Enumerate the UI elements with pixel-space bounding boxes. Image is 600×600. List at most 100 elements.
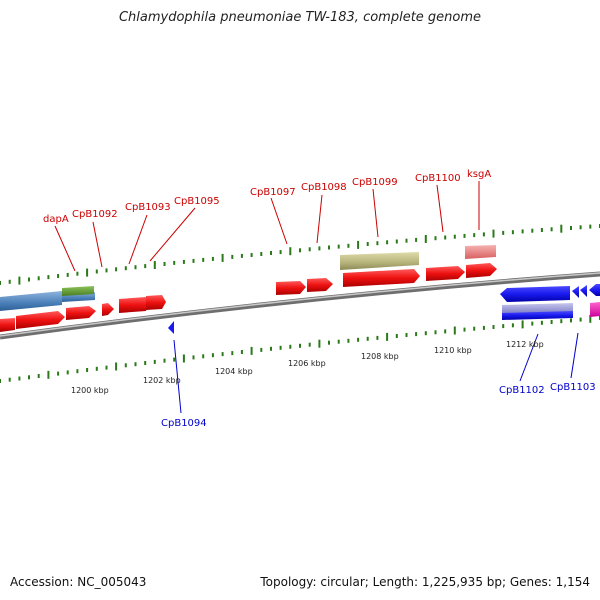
bottom-row-minor-tick — [270, 346, 272, 351]
top-row-minor-tick — [95, 269, 98, 274]
bottom-row-minor-tick — [357, 337, 360, 342]
genome-backbone-highlight — [0, 272, 600, 337]
gene-label-cpb1099: CpB1099 — [352, 177, 398, 188]
bottom-row-minor-tick — [0, 379, 1, 383]
bottom-row-major-tick — [250, 346, 253, 355]
scale-label-1204: 1204 kbp — [215, 367, 253, 376]
top-row-major-tick — [357, 240, 360, 249]
top-row-minor-tick — [279, 250, 282, 255]
bottom-row-minor-tick — [550, 320, 553, 324]
top-row-minor-tick — [415, 237, 418, 242]
bottom-row-major-tick — [386, 332, 389, 341]
bottom-row-minor-tick — [482, 325, 485, 330]
bottom-row-minor-tick — [134, 362, 137, 367]
gene-feature-lavender — [502, 303, 573, 314]
bottom-row-major-tick — [589, 314, 592, 323]
bottom-row-minor-tick — [57, 371, 60, 376]
bottom-row-minor-tick — [202, 354, 205, 359]
callout-line-cpb1102 — [519, 333, 539, 382]
top-row-major-tick — [424, 235, 427, 243]
scale-label-1212: 1212 kbp — [506, 340, 544, 349]
top-row-minor-tick — [8, 279, 11, 284]
bottom-row-minor-tick — [37, 374, 40, 378]
gene-label-cpb1095: CpB1095 — [174, 196, 220, 207]
top-row-minor-tick — [163, 262, 166, 266]
bottom-row-minor-tick — [299, 343, 301, 348]
gene-feature-green — [62, 286, 94, 296]
top-row-minor-tick — [240, 253, 243, 258]
bottom-row-minor-tick — [531, 321, 534, 326]
reverse-strand-features — [0, 284, 600, 334]
top-row-minor-tick — [376, 241, 379, 246]
gene-feature-red-3 — [66, 306, 96, 320]
gene-label-dapa: dapA — [43, 214, 69, 225]
gene-labels-bottom: CpB1094 CpB1102 CpB1103 — [161, 382, 596, 429]
bottom-row-minor-tick — [28, 375, 30, 380]
gene-label-cpb1093: CpB1093 — [125, 202, 171, 213]
bottom-row-minor-tick — [328, 340, 330, 345]
map-title: Chlamydophila pneumoniae TW-183, complet… — [118, 10, 482, 25]
top-row-minor-tick — [0, 281, 1, 285]
bottom-row-minor-tick — [289, 344, 292, 349]
top-row-minor-tick — [105, 268, 108, 273]
gene-feature-blue-small-3 — [589, 284, 600, 296]
gene-label-cpb1097: CpB1097 — [250, 187, 296, 198]
bottom-row-minor-tick — [415, 332, 418, 337]
bottom-row-minor-tick — [444, 329, 447, 334]
bottom-row-minor-tick — [153, 359, 156, 364]
top-row-minor-tick — [347, 243, 350, 248]
bottom-row-major-tick — [47, 370, 50, 379]
top-row-minor-tick — [482, 232, 485, 237]
bottom-row-minor-tick — [211, 353, 214, 358]
top-row-major-tick — [153, 261, 156, 269]
callout-line-cpb1094 — [173, 339, 182, 414]
top-row-minor-tick — [57, 274, 60, 278]
bottom-row-major-tick — [115, 362, 118, 371]
forward-strand-features — [0, 245, 497, 313]
callout-lines-bottom — [173, 332, 579, 414]
gene-feature-ksga — [466, 263, 497, 278]
top-row-major-tick — [18, 276, 21, 285]
tick-row-bottom — [0, 314, 600, 383]
gene-feature-red-4 — [102, 303, 114, 316]
top-row-minor-tick — [202, 257, 205, 262]
bottom-row-minor-tick — [405, 333, 408, 337]
bottom-row-minor-tick — [95, 366, 98, 371]
bottom-row-minor-tick — [473, 326, 476, 331]
top-row-minor-tick — [66, 272, 69, 277]
top-row-minor-tick — [453, 234, 456, 239]
top-row-minor-tick — [134, 265, 137, 270]
bottom-row-minor-tick — [124, 363, 127, 368]
gene-feature-cpb1093 — [119, 297, 148, 313]
genome-backbone — [0, 271, 600, 340]
bottom-row-minor-tick — [279, 345, 282, 350]
bottom-row-minor-tick — [492, 325, 495, 329]
top-row-major-tick — [560, 224, 563, 233]
callout-line-cpb1092 — [92, 221, 103, 268]
top-row-minor-tick — [76, 271, 79, 276]
top-row-minor-tick — [308, 247, 311, 252]
tick-row-top — [0, 224, 600, 285]
top-row-minor-tick — [395, 239, 398, 244]
top-row-minor-tick — [463, 233, 466, 238]
bottom-row-minor-tick — [144, 361, 147, 365]
top-row-major-tick — [492, 229, 495, 238]
bottom-row-minor-tick — [192, 355, 195, 360]
gene-feature-steel-1 — [0, 291, 62, 311]
top-row-minor-tick — [434, 236, 437, 241]
top-row-minor-tick — [589, 224, 592, 229]
top-row-minor-tick — [182, 259, 185, 264]
top-row-major-tick — [289, 247, 292, 256]
gene-feature-cpb1097 — [276, 281, 306, 295]
top-row-minor-tick — [37, 276, 40, 281]
callout-line-cpb1093 — [128, 214, 148, 265]
bottom-row-minor-tick — [463, 327, 466, 332]
top-row-minor-tick — [270, 251, 272, 255]
gene-label-cpb1094: CpB1094 — [161, 418, 207, 429]
bottom-row-minor-tick — [366, 336, 369, 341]
bottom-row-minor-tick — [395, 334, 398, 338]
bottom-row-minor-tick — [173, 357, 176, 362]
top-row-minor-tick — [570, 226, 572, 230]
top-row-minor-tick — [521, 229, 524, 234]
callout-line-dapa — [54, 225, 76, 272]
